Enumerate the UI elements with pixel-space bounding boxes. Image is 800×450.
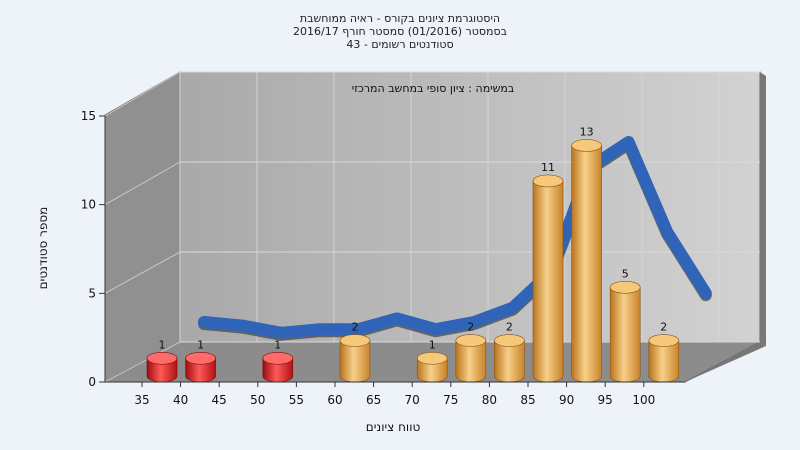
bar-body-90 (571, 145, 602, 383)
y-tick-label-15: 15 (81, 109, 96, 123)
bar-body-95 (609, 287, 641, 383)
bar-top-95 (609, 281, 641, 294)
x-tick-label-90: 90 (559, 393, 574, 407)
x-tick-label-35: 35 (134, 393, 149, 407)
x-tick-label-40: 40 (173, 393, 188, 407)
y-axis-label: מספר סטודנטים (36, 207, 50, 290)
bar-95 (609, 281, 641, 383)
x-axis-label: טווח ציונים (366, 420, 421, 434)
chart-left-wall (104, 71, 181, 383)
x-tick-label-55: 55 (289, 393, 304, 407)
data-label-80: 2 (506, 321, 513, 334)
bar-90 (571, 139, 602, 383)
x-tick-label-100: 100 (632, 393, 655, 407)
data-label-35: 1 (159, 338, 166, 351)
trend-ribbon (198, 136, 712, 339)
y-tick-label-0: 0 (88, 375, 96, 389)
data-label-90: 13 (580, 125, 594, 138)
data-label-75: 2 (467, 321, 474, 334)
chart-back-wall (179, 71, 761, 343)
chart-subtitle: במשימה : ציון סופי במחשב המרכזי (352, 82, 515, 95)
y-tick-label-10: 10 (81, 198, 96, 212)
bar-50 (262, 351, 294, 383)
curves (198, 136, 712, 341)
x-tick-label-65: 65 (366, 393, 381, 407)
x-tick-label-75: 75 (443, 393, 458, 407)
bar-60 (339, 334, 371, 383)
bar-top-35 (146, 351, 178, 365)
data-label-40: 1 (197, 338, 204, 351)
data-label-70: 1 (429, 338, 436, 351)
y-tick-label-5: 5 (88, 286, 96, 300)
bar-top-100 (648, 334, 680, 347)
x-tick-label-70: 70 (405, 393, 420, 407)
data-label-60: 2 (352, 321, 359, 334)
x-tick-label-80: 80 (482, 393, 497, 407)
gridline-left-5 (104, 251, 181, 294)
gridline-left-15 (104, 71, 181, 117)
data-label-100: 2 (660, 321, 667, 334)
bar-top-80 (494, 334, 525, 347)
x-tick-label-50: 50 (250, 393, 265, 407)
gridlines (104, 71, 760, 383)
bar-top-50 (262, 351, 294, 365)
bar-100 (648, 334, 680, 383)
chart-title-line-3: סטודנטים רשומים - 43 (346, 38, 454, 51)
chart-title-line-1: היסטוגרמת ציונים בקורס - ראיה ממוחשבת (299, 12, 501, 25)
gridline-left-10 (104, 161, 181, 206)
bar-75 (455, 334, 487, 383)
bar-body-85 (532, 180, 564, 383)
x-tick-label-95: 95 (598, 393, 613, 407)
data-label-50: 1 (274, 338, 281, 351)
data-label-85: 11 (541, 161, 555, 174)
x-tick-label-85: 85 (520, 393, 535, 407)
chart-right-edge (760, 72, 766, 346)
chart-title-line-2: בסמסטר (01/2016) סמסטר חורף 2016/17 (293, 25, 507, 38)
data-label-95: 5 (622, 267, 629, 280)
bar-top-75 (455, 334, 487, 347)
bar-35 (146, 351, 178, 383)
bar-70 (416, 351, 448, 383)
x-tick-label-45: 45 (212, 393, 227, 407)
bar-85 (532, 174, 564, 383)
bar-top-60 (339, 334, 371, 347)
bar-top-85 (532, 174, 564, 188)
gridline-left-0 (104, 341, 181, 383)
bar-top-90 (571, 139, 602, 152)
x-tick-label-60: 60 (327, 393, 342, 407)
bar-top-70 (416, 351, 448, 365)
bar-80 (494, 334, 525, 383)
bar-40 (185, 351, 216, 383)
bar-top-40 (185, 351, 216, 365)
